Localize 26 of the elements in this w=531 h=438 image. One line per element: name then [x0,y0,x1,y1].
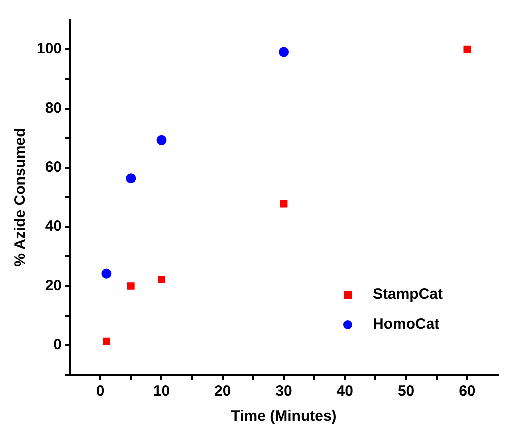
point [102,268,112,279]
y-tick-label: 0 [54,336,62,354]
point [156,135,167,146]
point [279,47,290,58]
point [280,200,288,208]
x-tick-label: 40 [336,383,354,400]
y-tick-label: 60 [45,159,62,176]
y-tick-label: 20 [45,277,62,294]
x-tick-label: 60 [459,383,476,400]
x-axis-title: Time (Minutes) [231,408,337,426]
y-axis-title: % Azide Consumed [12,128,30,267]
point [158,276,166,284]
y-tick-label: 100 [36,40,62,58]
x-tick-label: 30 [276,383,292,400]
x-tick-label: 10 [153,383,170,400]
legend-label: HomoCat [373,316,440,334]
x-tick-label: 20 [214,383,232,400]
legend-label: StampCat [373,286,444,304]
point [127,282,135,290]
point [103,338,110,346]
x-tick-label: 0 [96,383,105,400]
y-tick-label: 40 [45,218,62,236]
point [126,174,136,184]
x-tick-label: 50 [398,383,415,400]
point [464,46,472,54]
y-tick-label: 80 [45,100,62,117]
